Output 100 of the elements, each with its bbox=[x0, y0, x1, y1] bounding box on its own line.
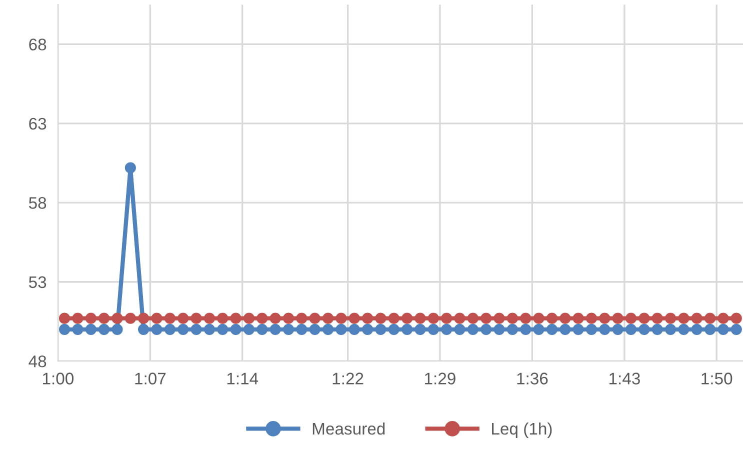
point bbox=[296, 324, 308, 335]
point bbox=[560, 324, 571, 335]
point bbox=[678, 324, 690, 335]
point bbox=[124, 162, 136, 174]
point bbox=[586, 324, 598, 335]
point bbox=[217, 312, 228, 324]
point bbox=[58, 312, 70, 324]
x-tick-label: 1:50 bbox=[702, 372, 732, 384]
point bbox=[296, 312, 308, 324]
point bbox=[718, 324, 729, 335]
point bbox=[704, 324, 716, 335]
legend-label: Measured bbox=[312, 422, 385, 435]
point bbox=[546, 312, 558, 324]
point bbox=[441, 324, 452, 335]
point bbox=[217, 324, 228, 335]
point bbox=[454, 312, 466, 324]
point bbox=[178, 324, 189, 335]
point bbox=[533, 324, 544, 335]
point bbox=[414, 324, 426, 335]
point bbox=[638, 312, 650, 324]
x-tick-label: 1:29 bbox=[425, 372, 456, 384]
point bbox=[691, 312, 702, 324]
y-tick-label: 63 bbox=[29, 118, 46, 130]
point bbox=[270, 312, 281, 324]
point bbox=[402, 324, 413, 335]
point bbox=[164, 324, 176, 335]
point bbox=[428, 312, 439, 324]
point bbox=[151, 312, 162, 324]
point bbox=[414, 312, 426, 324]
point bbox=[336, 324, 347, 335]
point bbox=[612, 324, 624, 335]
point bbox=[560, 312, 571, 324]
point bbox=[730, 324, 742, 335]
point bbox=[204, 312, 216, 324]
point bbox=[454, 324, 466, 335]
y-tick-label: 68 bbox=[29, 38, 46, 50]
point bbox=[190, 324, 202, 335]
point bbox=[572, 312, 584, 324]
point bbox=[612, 312, 624, 324]
point bbox=[72, 312, 84, 324]
point bbox=[190, 312, 202, 324]
point bbox=[322, 324, 334, 335]
point bbox=[494, 312, 505, 324]
point bbox=[494, 324, 505, 335]
point bbox=[309, 312, 320, 324]
point bbox=[506, 324, 518, 335]
point bbox=[256, 312, 268, 324]
point bbox=[348, 312, 360, 324]
point bbox=[178, 312, 189, 324]
y-tick-label: 58 bbox=[28, 197, 46, 209]
point bbox=[520, 324, 532, 335]
point bbox=[322, 312, 334, 324]
point bbox=[256, 324, 268, 335]
point bbox=[599, 324, 610, 335]
point bbox=[98, 312, 110, 324]
point bbox=[652, 324, 663, 335]
point bbox=[124, 312, 136, 324]
point bbox=[402, 312, 413, 324]
point bbox=[546, 324, 558, 335]
point bbox=[678, 312, 690, 324]
point bbox=[336, 312, 347, 324]
point bbox=[282, 324, 294, 335]
point bbox=[85, 324, 96, 335]
point bbox=[704, 312, 716, 324]
point bbox=[599, 312, 610, 324]
point bbox=[388, 312, 400, 324]
point bbox=[282, 312, 294, 324]
point bbox=[375, 324, 386, 335]
point bbox=[586, 312, 598, 324]
point bbox=[638, 324, 650, 335]
legend-label: Leq (1h) bbox=[492, 422, 552, 438]
point bbox=[730, 312, 742, 324]
point bbox=[652, 312, 663, 324]
point bbox=[520, 312, 532, 324]
point bbox=[243, 324, 255, 335]
x-tick-label: 1:36 bbox=[517, 372, 548, 384]
point bbox=[572, 324, 584, 335]
point bbox=[362, 324, 374, 335]
point bbox=[270, 324, 281, 335]
point bbox=[98, 324, 110, 335]
point bbox=[664, 312, 676, 324]
point bbox=[138, 312, 150, 324]
point bbox=[506, 312, 518, 324]
point bbox=[718, 312, 729, 324]
point bbox=[58, 324, 70, 335]
y-tick-label: 48 bbox=[28, 356, 46, 368]
point bbox=[72, 324, 84, 335]
point bbox=[375, 312, 386, 324]
point bbox=[467, 312, 478, 324]
point bbox=[533, 312, 544, 324]
point bbox=[204, 324, 216, 335]
point bbox=[230, 324, 242, 335]
point bbox=[480, 324, 492, 335]
point bbox=[441, 312, 452, 324]
point bbox=[625, 324, 637, 335]
point bbox=[625, 312, 637, 324]
point bbox=[691, 324, 702, 335]
x-tick-label: 1:14 bbox=[227, 372, 258, 384]
x-tick-label: 1:22 bbox=[332, 372, 364, 384]
point bbox=[112, 312, 123, 324]
